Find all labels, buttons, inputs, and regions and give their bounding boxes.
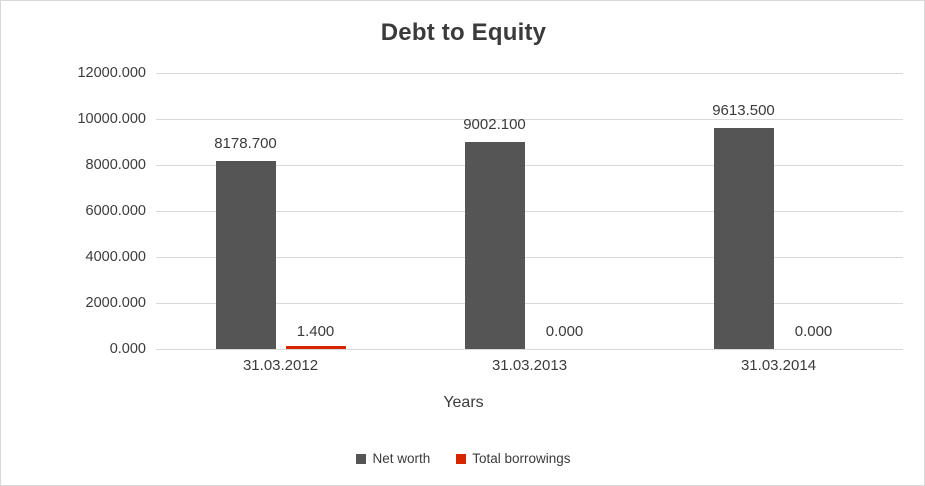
legend-item[interactable]: Net worth <box>356 451 430 466</box>
bar-total-borrowings[interactable] <box>285 346 346 349</box>
legend-swatch-icon <box>456 453 467 464</box>
x-axis-tick-label: 31.03.2013 <box>491 357 568 374</box>
data-label: 0.000 <box>794 323 833 340</box>
data-label: 8178.700 <box>214 134 277 152</box>
gridline <box>156 73 903 74</box>
y-axis-tick-label: 2000.000 <box>85 295 146 311</box>
gridline <box>156 119 903 120</box>
x-axis-tick-label: 31.03.2012 <box>242 357 319 374</box>
bar-net-worth[interactable] <box>713 127 774 349</box>
gridline <box>156 165 903 166</box>
y-axis-tick-label: 0.000 <box>109 341 146 357</box>
data-label: 1.400 <box>296 322 335 340</box>
data-label: 9613.500 <box>712 101 775 119</box>
data-label: 0.000 <box>545 323 584 340</box>
y-axis-tick-label: 12000.000 <box>77 65 146 81</box>
y-axis-tick-label: 10000.000 <box>77 111 146 127</box>
legend-label: Total borrowings <box>472 451 571 466</box>
chart-title: Debt to Equity <box>380 19 547 46</box>
chart-legend: Net worth Total borrowings <box>1 451 924 466</box>
bar-net-worth[interactable] <box>215 160 276 349</box>
y-axis-tick-label: 8000.000 <box>85 157 146 173</box>
x-axis-title: Years <box>443 394 484 411</box>
gridline <box>156 257 903 258</box>
legend-swatch-icon <box>356 453 367 464</box>
bar-net-worth[interactable] <box>464 141 525 349</box>
plot-area: 0.000 2000.000 4000.000 6000.000 8000.000 100… <box>77 65 903 357</box>
legend-label: Net worth <box>372 451 431 466</box>
y-axis-tick-label: 4000.000 <box>85 249 146 265</box>
y-axis-tick-label: 6000.000 <box>85 203 146 219</box>
gridline <box>156 303 903 304</box>
data-label: 9002.100 <box>463 115 526 133</box>
gridline <box>156 211 903 212</box>
gridline <box>156 349 903 350</box>
x-axis-tick-label: 31.03.2014 <box>740 357 817 374</box>
legend-item[interactable]: Total borrowings <box>456 451 571 466</box>
